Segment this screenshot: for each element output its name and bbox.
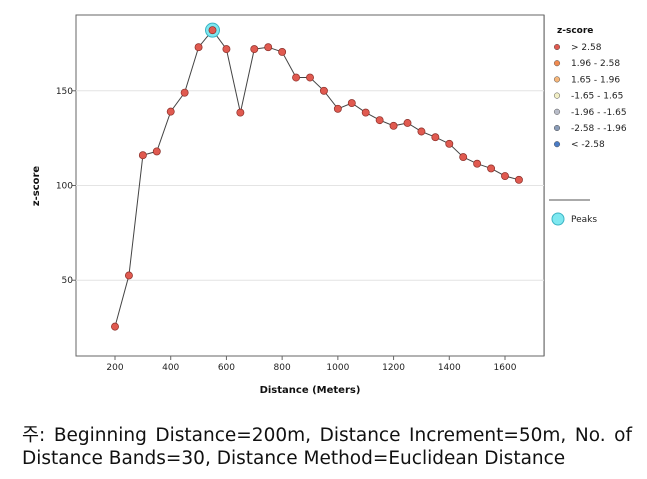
legend-marker bbox=[553, 76, 561, 83]
y-tick-label: 50 bbox=[62, 276, 74, 286]
data-point bbox=[208, 26, 217, 35]
legend-item-label: > 2.58 bbox=[571, 43, 602, 53]
data-point bbox=[111, 322, 119, 331]
data-point bbox=[292, 73, 301, 82]
data-point bbox=[514, 175, 523, 184]
legend-peaks-marker bbox=[551, 212, 565, 226]
legend-marker bbox=[553, 141, 561, 148]
data-point bbox=[152, 147, 161, 156]
data-point bbox=[431, 133, 440, 142]
data-point bbox=[222, 45, 231, 54]
x-tick-label: 600 bbox=[218, 363, 235, 373]
x-axis-title: Distance (Meters) bbox=[260, 385, 361, 396]
data-point bbox=[445, 139, 454, 148]
data-point bbox=[250, 45, 259, 54]
data-point bbox=[138, 151, 147, 160]
data-point bbox=[501, 172, 509, 180]
legend-title: z-score bbox=[557, 26, 593, 36]
legend: z-score > 2.58 1.96 - 2.58 1.65 - 1.96 -1.6… bbox=[544, 15, 627, 356]
data-point bbox=[403, 119, 412, 127]
data-point bbox=[375, 116, 384, 125]
data-point bbox=[361, 108, 370, 117]
data-point bbox=[333, 104, 342, 113]
legend-marker bbox=[553, 43, 561, 51]
data-point bbox=[306, 73, 314, 82]
x-axis-ticks: 200 400 600 800 1000 1200 1400 1600 bbox=[106, 356, 517, 373]
legend-marker bbox=[553, 60, 561, 67]
data-point bbox=[459, 153, 468, 162]
data-point bbox=[278, 47, 287, 56]
x-tick-label: 200 bbox=[106, 363, 123, 373]
legend-divider bbox=[544, 15, 545, 356]
data-point bbox=[264, 43, 273, 52]
data-point bbox=[166, 107, 175, 116]
x-tick-label: 1400 bbox=[438, 363, 461, 373]
legend-marker bbox=[553, 124, 561, 132]
x-tick-label: 1000 bbox=[326, 363, 349, 373]
legend-item-label: -1.96 - -1.65 bbox=[571, 108, 627, 118]
legend-marker bbox=[553, 108, 561, 115]
legend-peaks-label: Peaks bbox=[571, 215, 597, 225]
legend-item-label: -2.58 - -1.96 bbox=[571, 124, 627, 134]
y-axis-ticks: 50 100 150 bbox=[56, 87, 76, 286]
data-point bbox=[180, 88, 189, 97]
gridlines bbox=[76, 90, 544, 281]
data-point bbox=[473, 159, 482, 168]
legend-marker bbox=[553, 92, 561, 99]
y-axis-title: z-score bbox=[31, 166, 42, 207]
data-point bbox=[319, 86, 328, 95]
x-tick-label: 400 bbox=[162, 363, 179, 373]
data-point bbox=[124, 271, 133, 280]
x-tick-label: 1600 bbox=[494, 363, 517, 373]
data-point bbox=[194, 43, 203, 52]
caption: 주: Beginning Distance=200m, Distance Inc… bbox=[22, 425, 632, 469]
data-point bbox=[487, 164, 496, 173]
legend-item-label: 1.65 - 1.96 bbox=[571, 75, 620, 85]
data-point bbox=[236, 108, 245, 117]
data-point bbox=[389, 121, 398, 130]
legend-item-label: -1.65 - 1.65 bbox=[571, 92, 623, 102]
x-tick-label: 800 bbox=[274, 363, 291, 373]
data-point bbox=[347, 99, 356, 108]
legend-items: > 2.58 1.96 - 2.58 1.65 - 1.96 -1.65 - 1.65… bbox=[553, 43, 627, 150]
legend-item-label: 1.96 - 2.58 bbox=[571, 59, 620, 69]
data-point bbox=[417, 127, 426, 136]
legend-item-label: < -2.58 bbox=[571, 140, 605, 150]
series-layer bbox=[111, 22, 523, 331]
chart: 200 400 600 800 1000 1200 1400 1600 50 100 150 Di… bbox=[31, 14, 627, 396]
x-tick-label: 1200 bbox=[382, 363, 405, 373]
y-tick-label: 100 bbox=[56, 182, 73, 192]
y-tick-label: 150 bbox=[56, 87, 73, 97]
